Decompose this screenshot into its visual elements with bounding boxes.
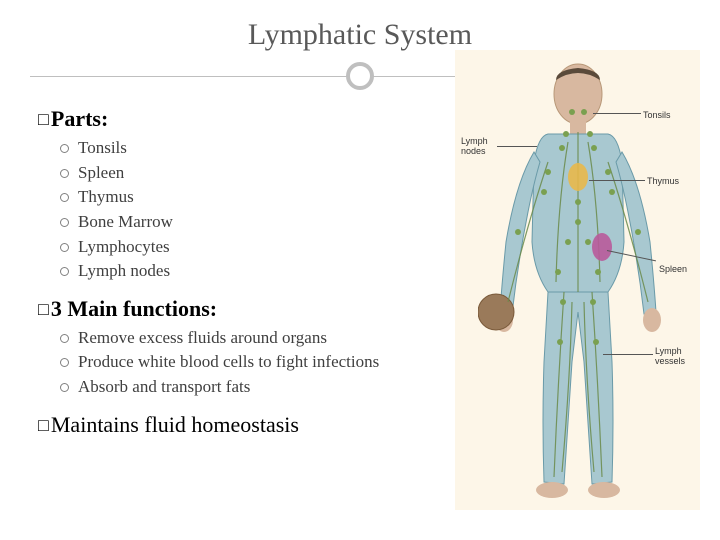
figure-label-thymus: Thymus [647,176,679,186]
anatomy-figure: Tonsils Lymph nodes Thymus Spleen Lymph … [455,50,700,510]
figure-label-lymph-vessels: Lymph vessels [655,346,691,366]
bullet-square-icon: □ [38,109,49,129]
figure-label-spleen: Spleen [659,264,687,274]
functions-heading-text: 3 Main functions: [51,296,217,321]
closing-text: Maintains fluid homeostasis [51,412,299,437]
figure-label-lymph-nodes: Lymph nodes [461,136,499,156]
divider-circle [346,62,374,90]
label-line [497,146,537,147]
parts-heading-text: Parts: [51,106,108,131]
figure-label-tonsils: Tonsils [643,110,671,120]
label-line [593,113,641,114]
slide: Lymphatic System □Parts: Tonsils Spleen … [0,0,720,540]
slide-title: Lymphatic System [30,18,690,52]
label-line [603,354,653,355]
bullet-square-icon: □ [38,415,49,435]
body-svg [478,62,678,502]
bullet-square-icon: □ [38,299,49,319]
label-line [589,180,645,181]
